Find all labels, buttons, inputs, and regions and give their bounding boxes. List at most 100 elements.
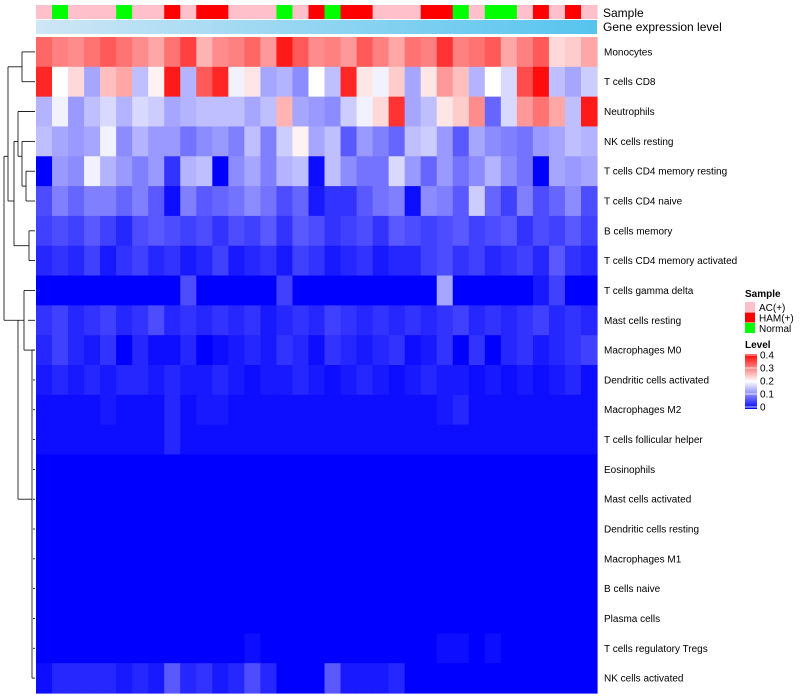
heatmap-cell (292, 484, 310, 515)
heatmap-cell (292, 96, 310, 128)
heatmap-cell (356, 603, 374, 634)
heatmap-cell (84, 663, 101, 694)
heatmap-cell (244, 514, 261, 545)
sample-annotation-cell (164, 5, 181, 19)
heatmap-cell (36, 245, 53, 277)
heatmap-cell (180, 275, 197, 306)
heatmap-cell (420, 275, 438, 306)
heatmap-cell (356, 454, 374, 485)
heatmap-cell (324, 126, 342, 157)
heatmap-cell (500, 633, 518, 664)
heatmap-cell (372, 365, 390, 396)
heatmap-cell (484, 37, 502, 68)
heatmap-cell (564, 66, 582, 98)
heatmap-cell (68, 335, 85, 366)
sample-annotation-cell (436, 5, 454, 19)
heatmap-cell (452, 305, 470, 336)
heatmap-cell (420, 37, 438, 68)
heatmap-cell (84, 424, 101, 456)
heatmap-cell (548, 424, 566, 456)
heatmap-cell (580, 365, 598, 396)
heatmap-cell (260, 156, 278, 187)
heatmap-cell (100, 543, 117, 575)
heatmap-cell (436, 186, 454, 217)
heatmap-cell (84, 514, 101, 545)
heatmap-cell (52, 305, 69, 336)
heatmap-cell (420, 514, 438, 545)
heatmap-cell (36, 275, 53, 306)
heatmap-cell (388, 335, 406, 366)
heatmap-cell (372, 66, 390, 98)
heatmap-cell (484, 514, 502, 545)
heatmap-cell (308, 215, 326, 247)
heatmap-cell (164, 394, 181, 426)
gene-expression-annotation-label: Gene expression level (603, 20, 722, 34)
heatmap-cell (324, 365, 342, 396)
heatmap-cell (212, 186, 229, 217)
heatmap-cell (324, 186, 342, 217)
gene-expression-annotation-bar (36, 20, 597, 34)
heatmap-cell (548, 66, 566, 98)
heatmap-cell (68, 126, 85, 157)
heatmap-cell (100, 335, 117, 366)
heatmap-cell (180, 305, 197, 336)
heatmap-cell (36, 543, 53, 575)
heatmap-cell (436, 275, 454, 306)
heatmap-cell (100, 633, 117, 664)
heatmap-cell (308, 305, 326, 336)
heatmap-cell (164, 633, 181, 664)
heatmap-cell (148, 484, 165, 515)
heatmap-cell (180, 96, 197, 128)
heatmap-cell (500, 275, 518, 306)
heatmap-cell (212, 37, 229, 68)
heatmap-cell (372, 514, 390, 545)
heatmap-cell (116, 365, 133, 396)
heatmap-cell (100, 514, 117, 545)
heatmap-cell (212, 96, 229, 128)
heatmap-cell (340, 37, 358, 68)
heatmap-cell (132, 663, 149, 694)
heatmap-cell (116, 96, 133, 128)
heatmap-cell (164, 215, 181, 247)
heatmap-cell (404, 394, 422, 426)
heatmap-cell (356, 156, 374, 187)
heatmap-cell (196, 215, 213, 247)
heatmap-cell (132, 126, 149, 157)
heatmap-cell (292, 573, 310, 605)
heatmap-cell (148, 245, 165, 277)
heatmap-cell (84, 126, 101, 157)
heatmap-cell (388, 66, 406, 98)
heatmap-cell (468, 335, 486, 366)
heatmap-cell (388, 156, 406, 187)
heatmap-cell (36, 215, 53, 247)
heatmap-cell (340, 394, 358, 426)
heatmap-cell (436, 245, 454, 277)
heatmap-cell (436, 96, 454, 128)
heatmap-cell (36, 514, 53, 545)
heatmap-cell (244, 245, 261, 277)
heatmap-cell (36, 156, 53, 187)
heatmap-cell (276, 126, 294, 157)
sample-annotation-cell (68, 5, 85, 19)
heatmap-cell (436, 633, 454, 664)
heatmap-cell (468, 603, 486, 634)
heatmap-cell (276, 156, 294, 187)
heatmap-cell (52, 514, 69, 545)
heatmap-cell (548, 37, 566, 68)
heatmap-cell (436, 126, 454, 157)
heatmap-cell (164, 156, 181, 187)
heatmap-cell (340, 663, 358, 694)
heatmap-cell (372, 663, 390, 694)
heatmap-cell (292, 156, 310, 187)
heatmap-cell (468, 454, 486, 485)
heatmap-cell (36, 37, 53, 68)
heatmap-cell (564, 573, 582, 605)
sample-annotation-cell (196, 5, 213, 19)
heatmap-cell (436, 424, 454, 456)
heatmap-cell (532, 305, 550, 336)
heatmap-cell (340, 186, 358, 217)
heatmap-cell (356, 305, 374, 336)
heatmap-cell (564, 275, 582, 306)
heatmap-cell (564, 37, 582, 68)
heatmap-cell (372, 573, 390, 605)
